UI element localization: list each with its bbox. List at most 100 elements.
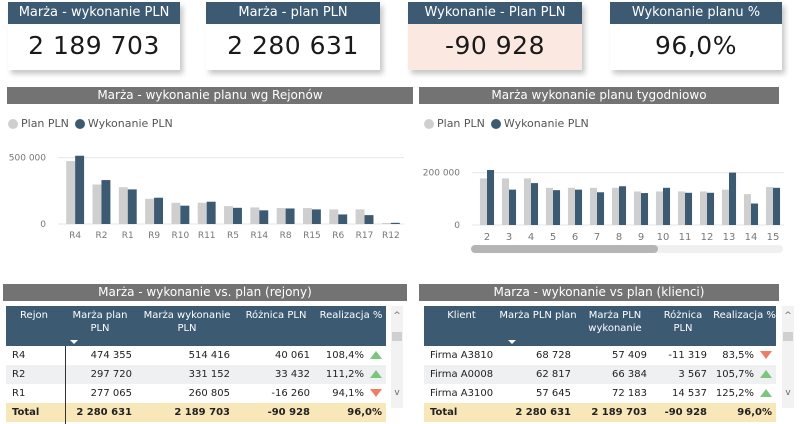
cell-diff: 3 567 (653, 365, 713, 384)
cell-value: 514 416 (188, 350, 230, 361)
scrollbar-thumb[interactable] (471, 245, 659, 253)
bar-plan[interactable] (276, 208, 286, 224)
column-header-percent[interactable]: Realizacja % (713, 310, 776, 321)
kpi-card-actual[interactable]: Marża - wykonanie PLN 2 189 703 (8, 2, 180, 70)
bar-plan[interactable] (66, 161, 76, 224)
column-header-difference[interactable]: Różnica PLN (245, 310, 307, 321)
scroll-up-icon[interactable]: ^ (784, 311, 792, 321)
kpi-card-plan[interactable]: Marża - plan PLN 2 280 631 (206, 2, 380, 70)
column-header-actual[interactable]: Marża wykonanie PLN (143, 310, 231, 334)
bar-actual[interactable] (531, 183, 539, 225)
bar-plan[interactable] (743, 194, 751, 225)
table-row[interactable]: R2 297 720 331 152 33 432 111,2% (6, 365, 386, 384)
table-row[interactable]: Firma A3100 57 645 72 183 14 537 125,2% (424, 384, 776, 403)
cell-plan: 297 720 (62, 365, 138, 384)
bar-plan[interactable] (567, 187, 575, 225)
bar-actual[interactable] (233, 207, 242, 224)
bar-plan[interactable] (611, 187, 619, 225)
table-row[interactable]: R1 277 065 260 805 -16 260 94,1% (6, 384, 386, 403)
bar-actual[interactable] (751, 203, 759, 225)
bar-plan[interactable] (145, 198, 155, 224)
bar-actual[interactable] (619, 186, 627, 225)
bar-plan[interactable] (224, 206, 233, 224)
bar-plan[interactable] (655, 191, 663, 225)
bar-plan[interactable] (545, 187, 553, 225)
bar-plan[interactable] (197, 202, 207, 224)
column-header-percent[interactable]: Realizacja % (319, 310, 383, 321)
bar-actual[interactable] (364, 215, 374, 224)
bar-actual[interactable] (154, 197, 164, 224)
bar-actual[interactable] (685, 192, 693, 225)
bar-actual[interactable] (338, 214, 348, 224)
column-header-client[interactable]: Klient (447, 310, 476, 321)
bar-actual[interactable] (259, 210, 269, 224)
kpi-card-percent[interactable]: Wykonanie planu % 96,0% (610, 2, 782, 70)
table-clients-scrollbar[interactable]: ^ v (782, 306, 794, 408)
column-header-actual[interactable]: Marża PLN wykonanie (588, 310, 642, 334)
bar-actual[interactable] (285, 208, 295, 224)
table-row[interactable]: Firma A0008 62 817 66 384 3 567 105,7% (424, 365, 776, 384)
bar-actual[interactable] (597, 192, 605, 225)
bar-actual[interactable] (641, 193, 649, 225)
cell-name: Firma A0008 (424, 365, 499, 384)
bar-plan[interactable] (381, 222, 391, 224)
table-total-row: Total 2 280 631 2 189 703 -90 928 96,0% (424, 403, 776, 422)
bar-plan[interactable] (589, 187, 597, 225)
chart-horizontal-scrollbar[interactable] (471, 245, 783, 253)
cell-plan: 57 645 (499, 384, 577, 403)
bar-actual[interactable] (707, 192, 715, 225)
bar-plan[interactable] (355, 209, 365, 224)
bar-actual[interactable] (509, 189, 517, 225)
table-regions-scrollbar[interactable]: ^ v (391, 306, 403, 408)
bar-actual[interactable] (487, 170, 495, 225)
cell-actual: 72 183 (577, 384, 653, 403)
scroll-down-icon[interactable]: v (394, 388, 400, 398)
column-header-region[interactable]: Rejon (20, 310, 48, 321)
scroll-down-icon[interactable]: v (785, 388, 791, 398)
bar-plan[interactable] (523, 178, 531, 225)
bar-actual[interactable] (311, 209, 321, 224)
trend-down-icon (760, 351, 772, 359)
bar-plan[interactable] (171, 202, 181, 224)
bar-plan[interactable] (677, 191, 685, 225)
table-row[interactable]: R4 474 355 514 416 40 061 108,4% (6, 346, 386, 365)
bar-plan[interactable] (765, 187, 773, 225)
bar-chart-regions[interactable]: 0 500 000 R4 R2 R1 R9 R10 R11 R5 R14 R8 R15 R6 R17 R12 (0, 140, 415, 245)
kpi-card-difference[interactable]: Wykonanie - Plan PLN -90 928 (408, 2, 582, 70)
scrollbar-thumb[interactable] (392, 332, 402, 341)
column-header-plan[interactable]: Marża PLN plan (499, 306, 577, 346)
bar-actual[interactable] (101, 180, 111, 224)
bar-actual[interactable] (390, 222, 400, 224)
cell-value: 66 384 (612, 369, 647, 380)
bar-plan[interactable] (250, 207, 260, 224)
bar-plan[interactable] (633, 191, 641, 225)
scroll-up-icon[interactable]: ^ (393, 311, 401, 321)
column-divider (65, 346, 66, 424)
bar-actual[interactable] (773, 187, 781, 225)
column-header-difference[interactable]: Różnica PLN (663, 310, 703, 334)
scrollbar-thumb[interactable] (783, 332, 793, 341)
column-header-plan[interactable]: Marża plan PLN (62, 306, 138, 346)
bar-actual[interactable] (206, 201, 216, 224)
bar-actual[interactable] (729, 172, 737, 225)
bar-actual[interactable] (127, 189, 137, 224)
bar-plan[interactable] (92, 184, 102, 224)
bar-chart-weekly[interactable]: 0 200 000 2 3 4 5 6 7 8 9 10 11 12 13 14 15 (410, 150, 800, 245)
bar-plan[interactable] (501, 178, 509, 225)
bar-plan[interactable] (699, 191, 707, 225)
bar-plan[interactable] (721, 189, 729, 225)
x-tick-label: 12 (701, 232, 714, 243)
cell-actual: 514 416 (138, 346, 236, 365)
bar-actual[interactable] (663, 187, 671, 225)
table-row[interactable]: Firma A3810 68 728 57 409 -11 319 83,5% (424, 346, 776, 365)
bar-plan[interactable] (479, 178, 487, 225)
bar-actual[interactable] (575, 189, 583, 225)
total-plan: 2 280 631 (76, 407, 132, 418)
bar-actual[interactable] (553, 190, 561, 225)
bar-actual[interactable] (180, 205, 190, 224)
bar-plan[interactable] (329, 209, 339, 224)
bar-plan[interactable] (118, 187, 128, 224)
bar-actual[interactable] (75, 155, 85, 224)
kpi-title: Wykonanie - Plan PLN (408, 2, 582, 24)
bar-plan[interactable] (302, 208, 312, 224)
